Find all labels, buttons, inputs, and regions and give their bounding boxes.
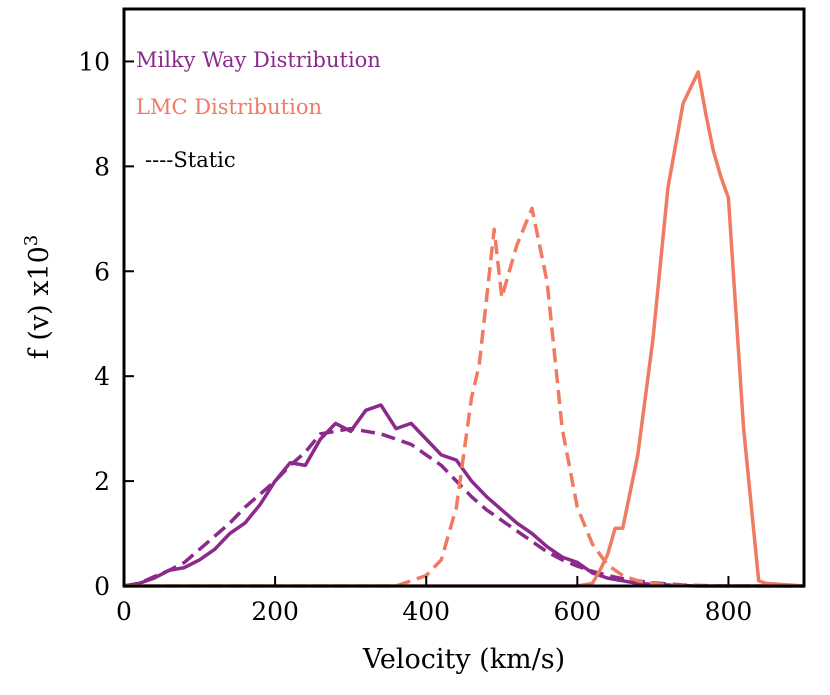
- series-line-2: [123, 426, 804, 588]
- y-tick-label: 4: [94, 362, 110, 391]
- x-tick-label: 200: [251, 597, 299, 626]
- series-line-3: [124, 206, 804, 588]
- x-tick-label: 800: [705, 597, 753, 626]
- x-tick-label: 600: [553, 597, 601, 626]
- y-axis: 0 2 4 6 8 10: [78, 47, 134, 601]
- y-axis-title: f (v) x103: [21, 235, 55, 360]
- legend-milky-way: Milky Way Distribution: [136, 48, 381, 72]
- y-tick-label: 6: [94, 257, 110, 286]
- legend: Milky Way Distribution LMC Distribution …: [136, 48, 381, 172]
- x-tick-label: 400: [402, 597, 450, 626]
- y-tick-label: 10: [78, 47, 110, 76]
- y-axis-title-base: f (v) x10: [24, 246, 55, 359]
- plot-frame: [122, 7, 806, 588]
- series-layer: [123, 70, 805, 588]
- x-axis-title: Velocity (km/s): [362, 644, 565, 675]
- y-tick-label: 8: [94, 152, 110, 181]
- legend-static: ----Static: [145, 148, 236, 172]
- y-tick-label: 2: [94, 467, 110, 496]
- series-line-1: [123, 403, 804, 588]
- x-axis: 0 200 400 600 800: [116, 576, 752, 626]
- y-axis-title-exponent: 3: [21, 235, 42, 246]
- legend-lmc: LMC Distribution: [136, 95, 322, 119]
- y-tick-label: 0: [94, 572, 110, 601]
- x-tick-label: 0: [116, 597, 132, 626]
- series-line-4: [124, 70, 805, 588]
